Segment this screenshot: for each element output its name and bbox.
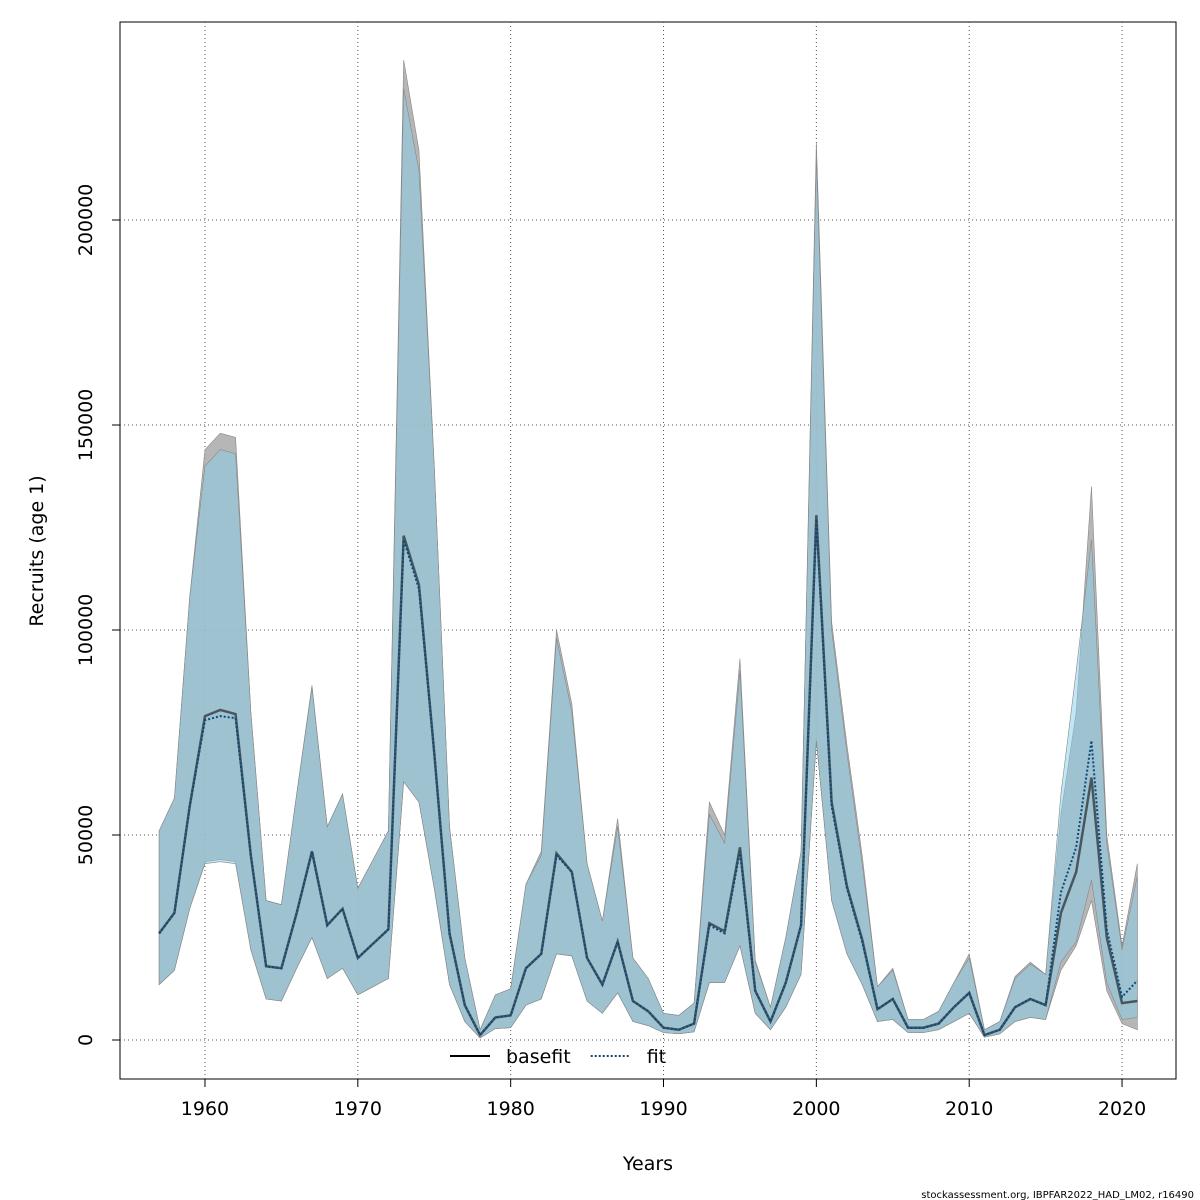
y-tick-label: 200000 <box>75 184 97 257</box>
footnote: stockassessment.org, IBPFAR2022_HAD_LM02… <box>921 1190 1194 1200</box>
y-tick-label: 0 <box>75 1034 97 1046</box>
y-axis-title: Recruits (age 1) <box>26 475 48 626</box>
legend-label: basefit <box>506 1046 571 1068</box>
y-tick-label: 50000 <box>75 805 97 865</box>
x-tick-label: 2010 <box>945 1098 993 1120</box>
y-tick-label: 100000 <box>75 594 97 667</box>
x-tick-label: 1960 <box>181 1098 229 1120</box>
legend-label: fit <box>647 1046 666 1068</box>
series-line <box>158 519 1139 1037</box>
x-axis-title: Years <box>622 1153 673 1175</box>
x-tick-label: 2020 <box>1098 1098 1146 1120</box>
x-tick-label: 1980 <box>486 1098 534 1120</box>
y-tick-label: 150000 <box>75 389 97 462</box>
confidence-band <box>158 88 1138 1039</box>
plot-frame <box>119 21 1177 1080</box>
x-tick-label: 2000 <box>792 1098 840 1120</box>
x-tick-label: 1970 <box>334 1098 382 1120</box>
x-tick-label: 1990 <box>639 1098 687 1120</box>
